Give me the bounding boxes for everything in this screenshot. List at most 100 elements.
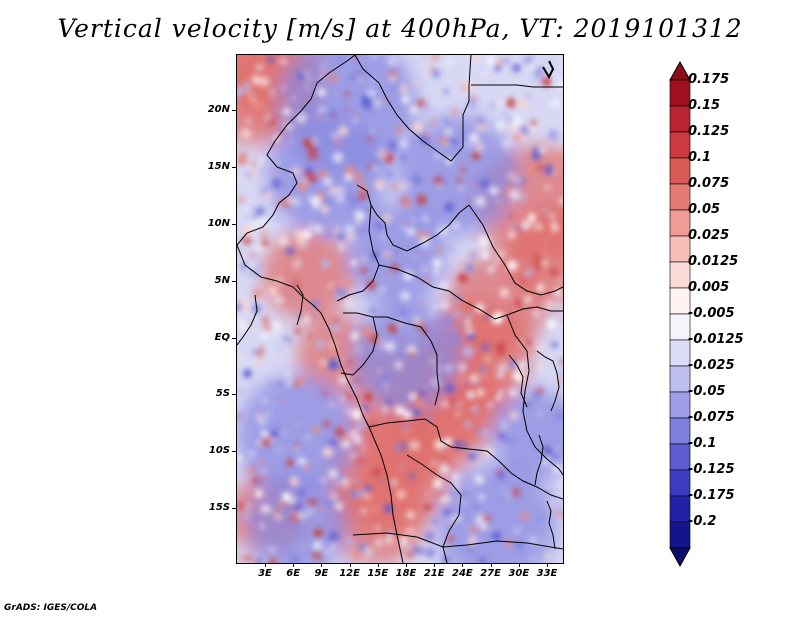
velocity-speckle: [305, 74, 313, 81]
border-sudan: [468, 204, 563, 296]
velocity-speckle: [471, 406, 479, 414]
velocity-speckle: [312, 550, 323, 560]
velocity-speckle: [341, 440, 351, 450]
velocity-speckle: [317, 115, 323, 121]
velocity-speckle: [265, 544, 272, 551]
velocity-speckle: [452, 337, 460, 345]
velocity-speckle: [325, 232, 332, 239]
border-coast: [237, 244, 404, 563]
velocity-speckle: [308, 498, 318, 508]
velocity-speckle: [523, 55, 534, 65]
velocity-speckle: [401, 134, 409, 142]
velocity-speckle: [422, 104, 432, 114]
velocity-speckle: [346, 359, 353, 366]
velocity-speckle: [517, 225, 525, 233]
velocity-speckle: [374, 179, 385, 190]
velocity-speckle: [285, 246, 295, 256]
velocity-speckle: [482, 514, 491, 523]
velocity-speckle: [295, 422, 299, 426]
velocity-speckle: [353, 478, 359, 484]
velocity-speckle: [408, 472, 416, 480]
velocity-speckle: [387, 272, 392, 277]
velocity-speckle: [385, 398, 393, 406]
velocity-speckle: [462, 443, 469, 449]
velocity-speckle: [507, 260, 518, 271]
velocity-speckle: [521, 259, 526, 264]
velocity-speckle: [430, 376, 441, 387]
velocity-speckle: [432, 304, 438, 310]
velocity-speckle: [467, 101, 479, 112]
velocity-speckle: [320, 205, 330, 214]
velocity-speckle: [471, 525, 479, 534]
downdraft-region: [437, 465, 557, 563]
lake-east: [508, 354, 528, 408]
velocity-speckle: [273, 509, 280, 516]
velocity-speckle: [335, 473, 344, 482]
velocity-speckle: [391, 478, 398, 486]
velocity-speckle: [251, 349, 257, 355]
velocity-speckle: [372, 213, 376, 217]
velocity-speckle: [474, 141, 486, 152]
colorbar-label: -0.005: [688, 306, 735, 321]
lon-tick: [462, 563, 464, 567]
velocity-speckle: [258, 168, 265, 175]
velocity-speckle: [443, 89, 449, 94]
velocity-speckle: [486, 128, 490, 132]
velocity-speckle: [522, 217, 527, 223]
velocity-speckle: [295, 112, 307, 124]
velocity-speckle: [546, 319, 557, 329]
country-borders: [237, 55, 563, 563]
velocity-speckle: [335, 481, 339, 485]
velocity-speckle: [409, 440, 420, 451]
velocity-speckle: [329, 544, 337, 552]
velocity-speckle: [426, 309, 436, 319]
velocity-speckle: [480, 523, 487, 530]
lon-label: 30E: [508, 568, 530, 579]
velocity-speckle: [505, 157, 512, 164]
velocity-speckle: [529, 535, 537, 543]
velocity-speckle: [318, 62, 329, 72]
velocity-speckle: [329, 439, 337, 447]
lon-tick: [518, 563, 520, 567]
lon-tick: [321, 563, 323, 567]
velocity-speckle: [362, 445, 366, 450]
velocity-speckle: [422, 266, 428, 272]
velocity-speckle: [481, 428, 490, 437]
velocity-speckle: [289, 222, 300, 233]
velocity-speckle: [469, 373, 479, 383]
velocity-speckle: [512, 64, 521, 72]
velocity-speckle: [549, 97, 561, 109]
velocity-speckle: [444, 202, 454, 212]
velocity-speckle: [269, 558, 277, 563]
velocity-speckle: [237, 388, 243, 394]
velocity-speckle: [293, 326, 302, 335]
border-angola-zambia: [406, 454, 462, 563]
velocity-speckle: [272, 94, 278, 100]
velocity-speckle: [492, 313, 503, 325]
map-panel: [236, 54, 564, 564]
velocity-speckle: [323, 391, 328, 396]
lon-tick: [293, 563, 295, 567]
velocity-speckle: [431, 461, 436, 466]
border-south: [352, 532, 563, 550]
velocity-speckle: [458, 363, 467, 372]
velocity-speckle: [352, 172, 364, 183]
velocity-speckle: [431, 55, 439, 61]
velocity-speckle: [243, 80, 248, 85]
colorbar-segment: [669, 105, 691, 133]
colorbar-label: -0.025: [688, 358, 735, 373]
lon-label: 33E: [536, 568, 558, 579]
velocity-speckle: [412, 254, 418, 260]
velocity-speckle: [237, 316, 244, 324]
velocity-speckle: [507, 125, 517, 134]
velocity-speckle: [387, 140, 398, 151]
lon-label: 24E: [452, 568, 473, 579]
velocity-speckle: [373, 468, 381, 476]
velocity-speckle: [278, 382, 283, 387]
velocity-speckle: [479, 199, 483, 204]
velocity-speckle: [453, 310, 462, 319]
lat-label: 15S: [208, 502, 230, 513]
velocity-speckle: [394, 405, 405, 416]
velocity-speckle: [494, 259, 499, 264]
velocity-speckle: [406, 173, 410, 177]
